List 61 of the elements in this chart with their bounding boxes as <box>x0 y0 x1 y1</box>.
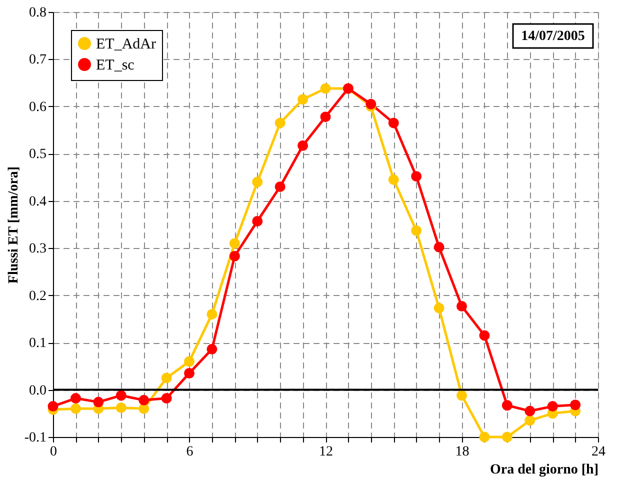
point <box>524 415 536 426</box>
point <box>274 181 286 192</box>
point <box>479 432 490 442</box>
point <box>252 216 263 226</box>
y-tick-label: 0.4 <box>29 194 46 210</box>
point <box>298 94 308 105</box>
point <box>252 176 263 188</box>
legend-label: ET_AdAr <box>96 36 156 52</box>
y-tick-label: 0.7 <box>29 52 46 68</box>
point <box>70 403 81 414</box>
point <box>70 393 81 404</box>
point <box>116 402 126 413</box>
x-tick-label: 0 <box>50 444 57 460</box>
point <box>274 118 286 128</box>
y-tick-label: 0.3 <box>29 242 46 257</box>
point <box>411 171 422 182</box>
point <box>570 400 581 410</box>
point <box>138 394 150 406</box>
y-tick-label: 0.0 <box>29 383 46 398</box>
point <box>161 393 172 404</box>
point <box>547 401 558 412</box>
point <box>206 344 218 354</box>
x-tick-label: 6 <box>186 444 194 460</box>
point <box>229 238 240 249</box>
point <box>502 400 512 411</box>
y-tick-label: 0.1 <box>29 336 46 352</box>
point <box>298 140 308 151</box>
point <box>434 242 444 252</box>
point <box>48 401 58 412</box>
point <box>524 406 536 416</box>
point <box>184 356 194 367</box>
point <box>502 432 512 442</box>
x-tick-label: 18 <box>455 444 470 460</box>
point <box>116 390 126 401</box>
point <box>388 118 399 128</box>
y-tick-label: 0.5 <box>29 147 46 162</box>
x-tick-label: 12 <box>319 444 333 460</box>
point <box>93 396 104 408</box>
y-tick-label: -0.1 <box>24 430 46 446</box>
annotation: 14/07/2005 <box>521 29 585 44</box>
point <box>411 225 422 236</box>
x-axis-title: Ora del giorno [h] <box>490 462 598 478</box>
point <box>320 83 331 94</box>
y-tick-label: 0.6 <box>29 100 46 115</box>
point <box>388 174 399 185</box>
point <box>206 308 218 320</box>
legend-label: ET_sc <box>96 58 135 74</box>
point <box>479 330 490 341</box>
y-tick-label: 0.8 <box>29 6 46 20</box>
point <box>320 112 331 122</box>
x-tick-label: 24 <box>592 444 606 460</box>
y-tick-label: 0.2 <box>29 288 46 304</box>
point <box>366 98 376 110</box>
point <box>184 368 194 378</box>
point <box>456 300 467 312</box>
point <box>138 403 150 414</box>
point <box>456 390 467 401</box>
y-axis-title: Flussi ET [mm/ora] <box>6 166 22 284</box>
point <box>434 302 444 314</box>
point <box>161 372 172 384</box>
point <box>229 250 240 262</box>
